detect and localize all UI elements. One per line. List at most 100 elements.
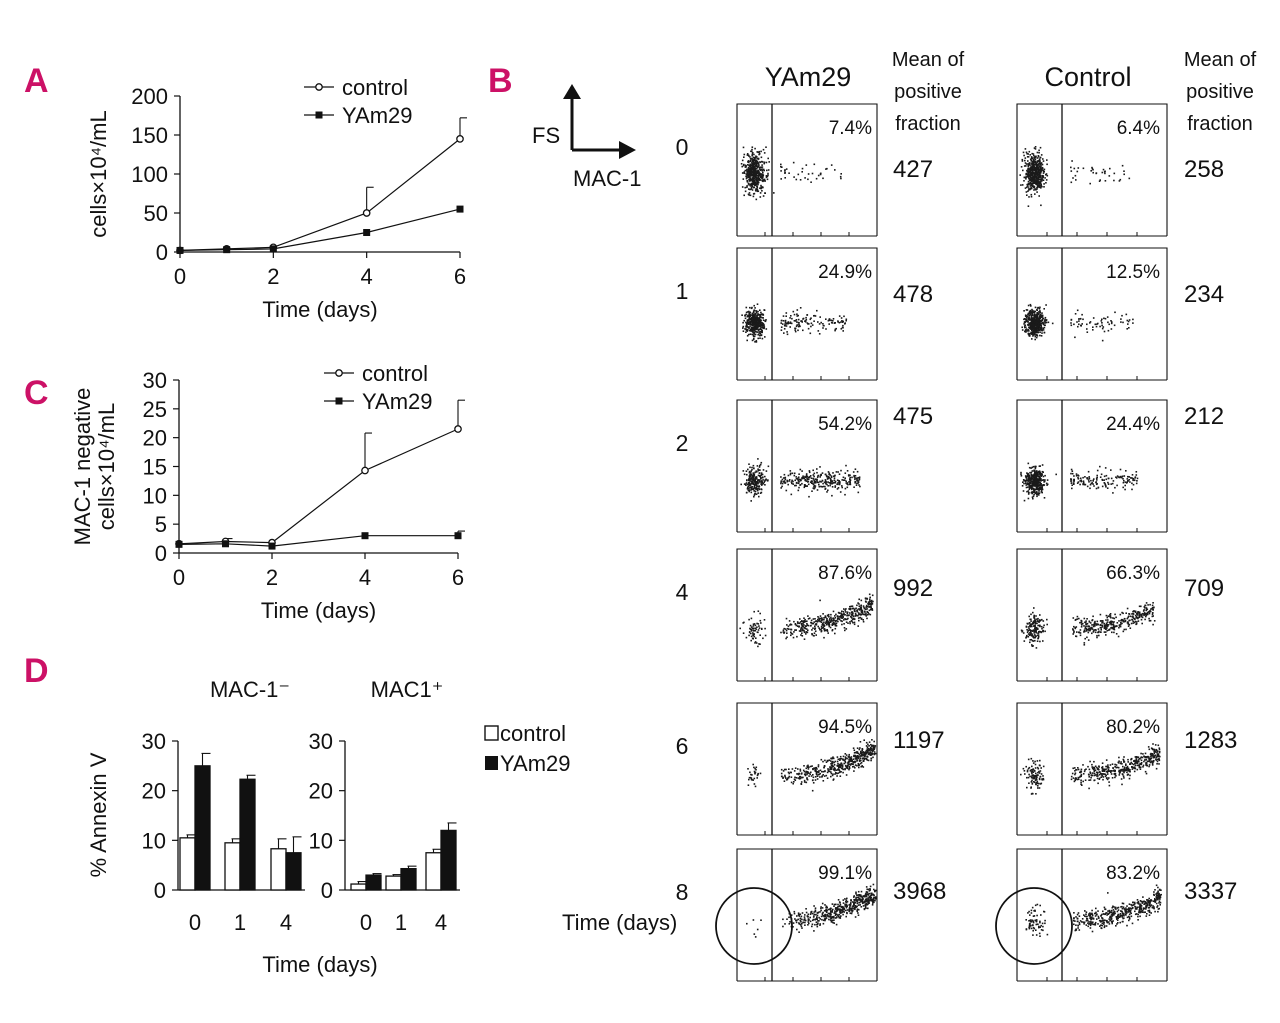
event-dot: [1093, 485, 1095, 487]
event-dot: [762, 168, 765, 171]
legend-label-control: control: [500, 721, 566, 746]
event-dot: [1024, 187, 1027, 189]
event-dot: [751, 316, 753, 319]
event-dot: [752, 310, 755, 313]
event-dot: [818, 618, 821, 621]
event-dot: [1037, 492, 1040, 494]
event-dot: [1097, 487, 1100, 489]
event-dot: [854, 478, 856, 481]
event-dot: [1033, 329, 1035, 331]
event-dot: [1118, 180, 1121, 182]
event-dot: [1091, 624, 1093, 626]
event-dot: [812, 483, 815, 486]
event-dot: [805, 473, 808, 475]
event-dot: [756, 488, 758, 490]
event-dot: [1119, 625, 1122, 628]
event-dot: [808, 470, 811, 472]
event-dot: [851, 605, 854, 607]
event-dot: [801, 171, 803, 173]
event-dot: [786, 632, 788, 634]
event-dot: [1030, 471, 1033, 474]
event-dot: [746, 175, 749, 177]
event-dot: [758, 481, 760, 484]
event-dot: [1029, 324, 1032, 326]
event-dot: [788, 628, 790, 630]
event-dot: [1033, 189, 1035, 191]
event-dot: [1132, 615, 1134, 617]
event-dot: [1100, 629, 1102, 631]
event-dot: [855, 755, 857, 758]
event-dot: [748, 471, 751, 474]
event-dot: [1033, 469, 1036, 472]
event-dot: [1026, 330, 1028, 332]
event-dot: [794, 329, 796, 331]
event-dot: [766, 175, 769, 178]
event-dot: [755, 487, 758, 490]
event-dot: [748, 170, 750, 173]
event-dot: [750, 477, 752, 480]
event-dot: [1110, 626, 1113, 629]
event-dot: [754, 629, 757, 632]
event-dot: [1145, 772, 1148, 775]
event-dot: [745, 173, 748, 175]
event-dot: [841, 320, 843, 322]
event-dot: [846, 765, 849, 768]
event-dot: [790, 481, 793, 483]
event-dot: [1108, 628, 1111, 631]
event-dot: [1037, 484, 1040, 486]
event-dot: [753, 183, 755, 186]
event-dot: [1075, 179, 1077, 181]
event-dot: [820, 481, 822, 483]
event-dot: [833, 477, 836, 479]
event-dot: [756, 331, 759, 333]
event-dot: [1093, 478, 1095, 480]
event-dot: [1032, 640, 1035, 642]
event-dot: [874, 745, 877, 747]
event-dot: [866, 608, 868, 610]
event-dot: [1032, 465, 1035, 468]
event-dot: [752, 779, 754, 781]
event-dot: [789, 326, 791, 328]
event-dot: [1042, 620, 1045, 622]
event-dot: [1151, 615, 1154, 618]
event-dot: [1023, 321, 1026, 323]
event-dot: [845, 757, 847, 759]
event-dot: [761, 160, 763, 163]
event-dot: [1099, 179, 1101, 181]
event-dot: [757, 458, 759, 460]
event-dot: [848, 768, 850, 771]
event-dot: [1031, 165, 1033, 168]
event-dot: [868, 613, 870, 615]
event-dot: [754, 157, 757, 159]
event-dot: [845, 482, 848, 484]
event-dot: [784, 177, 786, 179]
data-point-YAm29: [269, 245, 277, 253]
event-dot: [872, 756, 874, 759]
event-dot: [1132, 622, 1135, 624]
event-dot: [753, 326, 756, 328]
event-dot: [1040, 185, 1042, 187]
event-dot: [846, 614, 848, 617]
event-dot: [792, 161, 795, 164]
event-dot: [797, 482, 800, 484]
event-dot: [1029, 483, 1032, 485]
event-dot: [1034, 332, 1036, 334]
event-dot: [1135, 616, 1137, 619]
event-dot: [813, 472, 816, 475]
event-dot: [793, 781, 795, 783]
event-dot: [1115, 616, 1117, 619]
event-dot: [824, 482, 827, 484]
event-dot: [1096, 469, 1099, 472]
event-dot: [873, 748, 876, 750]
event-dot: [745, 470, 748, 472]
event-dot: [805, 480, 808, 482]
event-dot: [1030, 630, 1032, 633]
event-dot: [813, 621, 815, 623]
event-dot: [1029, 172, 1032, 174]
event-dot: [1128, 177, 1131, 180]
event-dot: [747, 489, 750, 491]
event-dot: [1032, 321, 1034, 324]
event-dot: [1148, 612, 1151, 615]
event-dot: [759, 463, 762, 466]
event-dot: [793, 620, 795, 623]
